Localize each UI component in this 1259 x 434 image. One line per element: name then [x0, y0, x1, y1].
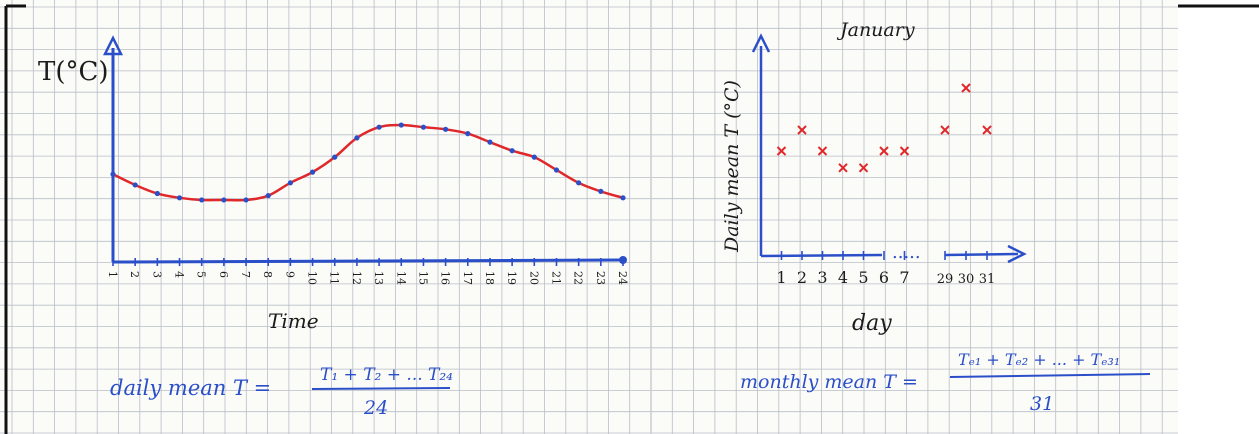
left-data-point: [420, 124, 427, 130]
right-x-ticks: 1 2 3 4 5 6 7 29 30 31: [776, 251, 995, 287]
right-x-tick-label: 2: [797, 268, 807, 287]
left-x-tick-label: 20: [527, 271, 540, 285]
right-data-point: [940, 125, 950, 135]
daily-temperature-chart: T(°C) Time 1 2 3 4 5 6 7 8 9 10 11 12 13 14 15 16 17 18 19…: [38, 35, 629, 333]
monthly-formula-bar: [949, 373, 1151, 378]
left-data-point: [620, 195, 626, 201]
right-x-tick-label: 5: [858, 268, 868, 287]
right-x-tick-label: 29: [937, 272, 954, 287]
paper-background: [0, 0, 1178, 434]
left-x-tick-label: 10: [306, 271, 319, 285]
right-x-axis-arrow: [1007, 244, 1027, 264]
right-data-point: [982, 125, 992, 135]
left-x-tick-label: 2: [128, 271, 141, 278]
left-y-label: T(°C): [38, 57, 109, 87]
left-data-point: [576, 180, 582, 186]
left-data-point: [154, 190, 160, 197]
left-x-tick-label: 12: [350, 271, 363, 285]
left-data-point: [598, 188, 604, 194]
left-x-tick-label: 9: [283, 271, 296, 278]
left-series-points: [110, 122, 626, 203]
daily-formula-numerator: T₁ + T₂ + ... T₂₄: [320, 365, 453, 385]
left-x-tick-label: 21: [549, 271, 562, 285]
right-axis-gap-dots: .....: [892, 242, 921, 263]
right-margin: [1178, 0, 1259, 434]
left-data-point: [176, 195, 183, 201]
daily-formula-denominator: 24: [363, 397, 388, 419]
right-data-point: [858, 163, 869, 173]
daily-mean-formula: daily mean T = T₁ + T₂ + ... T₂₄ 24: [110, 365, 453, 419]
left-x-tick-label: 17: [461, 271, 474, 285]
left-data-point: [309, 169, 316, 175]
right-data-point: [838, 163, 848, 173]
left-data-point: [199, 197, 205, 203]
left-x-tick-label: 7: [239, 271, 252, 278]
left-x-tick-label: 16: [439, 271, 452, 285]
left-x-tick-label: 5: [195, 271, 208, 278]
right-x-label: day: [852, 311, 892, 336]
right-title: January: [836, 19, 915, 41]
left-x-tick-label: 4: [173, 271, 186, 278]
right-x-tick-label: 4: [838, 268, 848, 287]
right-series-points: [776, 83, 992, 173]
monthly-formula-numerator: Tₑ₁ + Tₑ₂ + ... + Tₑ₃₁: [958, 350, 1120, 369]
left-x-tick-label: 1: [106, 271, 119, 278]
left-x-tick-label: 3: [150, 271, 163, 278]
left-x-tick-label: 18: [483, 271, 496, 285]
right-data-point: [961, 83, 971, 93]
left-data-point: [221, 197, 227, 203]
left-data-point: [265, 193, 271, 199]
left-x-label: Time: [268, 309, 319, 333]
left-data-point: [531, 154, 537, 160]
left-data-point: [398, 122, 404, 128]
left-data-point: [243, 197, 249, 203]
right-data-point: [879, 146, 889, 156]
left-data-point: [287, 180, 293, 186]
right-x-tick-label: 30: [958, 272, 975, 287]
left-x-tick-label: 13: [372, 271, 385, 285]
left-x-tick-label: 15: [416, 271, 429, 285]
right-data-point: [899, 146, 910, 156]
left-x-tick-label: 24: [616, 271, 629, 285]
left-data-point: [509, 148, 515, 154]
left-x-tick-label: 19: [505, 271, 518, 285]
left-data-point: [443, 126, 449, 132]
left-x-axis: [112, 258, 623, 264]
right-x-tick-label: 31: [979, 272, 996, 287]
right-data-point: [797, 125, 807, 135]
right-x-tick-label: 6: [879, 268, 889, 287]
right-y-label: Daily mean T (°C): [721, 80, 743, 253]
daily-formula-bar: [311, 387, 451, 390]
right-y-axis-arrow: [751, 33, 771, 53]
right-x-tick-label: 7: [899, 268, 909, 287]
left-x-tick-label: 22: [572, 271, 585, 285]
left-x-ticks: 1 2 3 4 5 6 7 8 9 10 11 12 13 14 15 16 17 18 19 20 21 22 23 24: [106, 258, 629, 285]
left-x-tick-label: 14: [394, 271, 407, 285]
monthly-formula-denominator: 31: [1030, 393, 1054, 415]
left-data-point: [465, 131, 471, 137]
left-x-tick-label: 6: [217, 271, 230, 278]
right-data-point: [817, 146, 828, 156]
left-data-point: [487, 139, 493, 145]
left-x-tick-label: 8: [261, 271, 274, 278]
right-x-axis-end: [944, 252, 1019, 257]
left-data-point: [376, 124, 382, 130]
left-data-point: [132, 182, 138, 188]
left-y-axis-arrow: [102, 35, 124, 56]
left-x-tick-label: 11: [328, 271, 341, 285]
daily-formula-lhs: daily mean T =: [110, 376, 271, 400]
left-data-point: [354, 135, 360, 141]
right-x-tick-label: 1: [776, 268, 786, 287]
left-data-point: [553, 167, 560, 173]
monthly-mean-formula: monthly mean T = Tₑ₁ + Tₑ₂ + ... + Tₑ₃₁ …: [740, 350, 1151, 415]
left-x-tick-label: 23: [594, 271, 607, 285]
monthly-formula-lhs: monthly mean T =: [740, 371, 918, 393]
right-x-tick-label: 3: [817, 268, 827, 287]
left-data-point: [110, 171, 116, 177]
left-data-point: [332, 154, 338, 160]
right-data-point: [776, 146, 787, 156]
